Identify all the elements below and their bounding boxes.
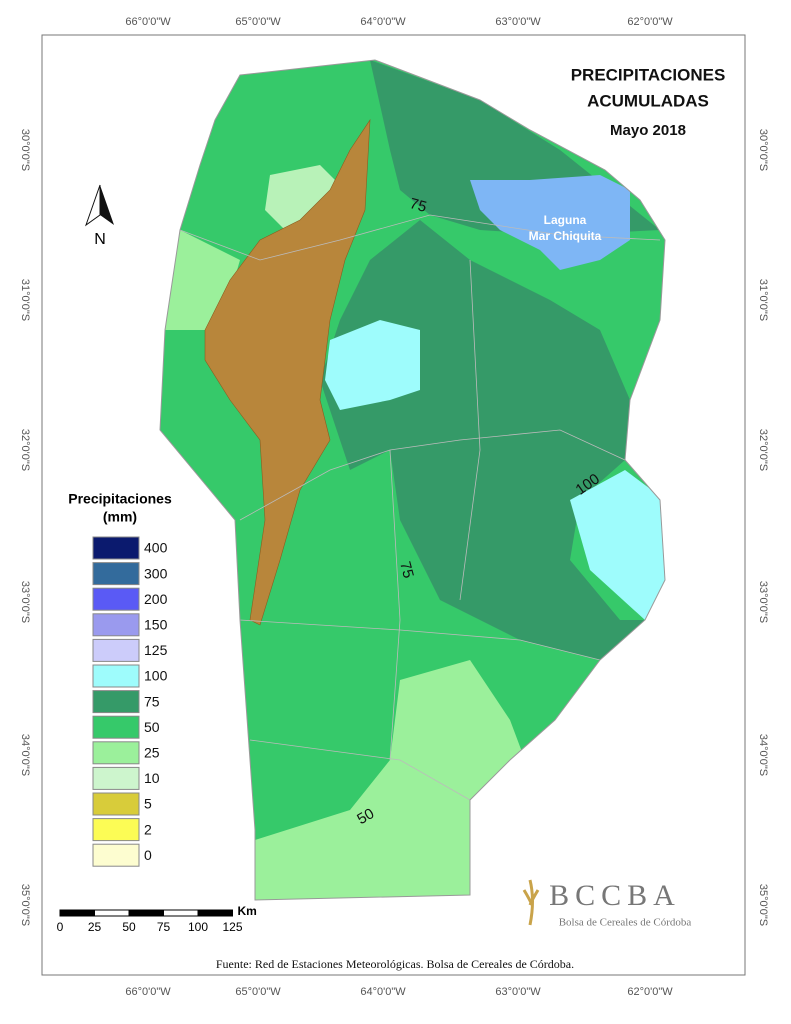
legend-swatch — [92, 741, 140, 765]
legend-label: 300 — [144, 565, 168, 581]
scale-label: 50 — [122, 920, 136, 934]
legend-label: 200 — [144, 591, 168, 607]
latitude-label: 34°0'0"S — [19, 734, 31, 776]
scale-bar: 0 25 50 75 100 125 Km — [57, 904, 257, 934]
legend-swatch — [92, 613, 140, 637]
latitude-label: 30°0'0"S — [757, 129, 769, 171]
longitude-label: 65°0'0"W — [235, 986, 281, 998]
latitude-label: 31°0'0"S — [757, 279, 769, 321]
longitude-label: 65°0'0"W — [235, 16, 281, 28]
latitude-label: 31°0'0"S — [19, 279, 31, 321]
scale-label: 75 — [157, 920, 171, 934]
contour-label: 50 — [354, 805, 377, 828]
legend-label: 100 — [144, 668, 168, 684]
legend-swatch — [92, 792, 140, 816]
legend-swatch — [92, 818, 140, 842]
legend-swatch — [92, 843, 140, 867]
longitude-label: 66°0'0"W — [125, 16, 171, 28]
legend-label: 125 — [144, 642, 168, 658]
scale-segment — [197, 909, 233, 917]
logo-name: BCCBA — [549, 879, 681, 912]
logo-subtitle: Bolsa de Cereales de Córdoba — [559, 917, 692, 929]
latitude-label: 32°0'0"S — [757, 429, 769, 471]
legend-label: 5 — [144, 796, 152, 812]
legend-swatch — [92, 536, 140, 560]
latitude-label: 35°0'0"S — [757, 884, 769, 926]
legend-swatch — [92, 715, 140, 739]
legend-label: 400 — [144, 540, 168, 556]
legend-label: 75 — [144, 693, 160, 709]
logo-icon — [522, 879, 540, 926]
contour-label: 75 — [396, 560, 417, 581]
scale-segment — [94, 909, 130, 917]
latitude-label: 33°0'0"S — [19, 581, 31, 623]
legend-title: Precipitaciones — [68, 491, 172, 507]
province-outline — [159, 59, 666, 901]
legend-label: 25 — [144, 745, 160, 761]
longitude-label: 63°0'0"W — [495, 16, 541, 28]
legend-swatch — [92, 562, 140, 586]
legend-swatch — [92, 766, 140, 790]
longitude-label: 64°0'0"W — [360, 16, 406, 28]
legend-label: 2 — [144, 821, 152, 837]
legend-label: 0 — [144, 847, 152, 863]
latitude-label: 32°0'0"S — [19, 429, 31, 471]
scale-unit: Km — [238, 904, 257, 918]
graticule-labels: 66°0'0"W 66°0'0"W 65°0'0"W 65°0'0"W 64°0'0"W… — [19, 16, 769, 998]
latitude-label: 35°0'0"S — [19, 884, 31, 926]
legend-label: 50 — [144, 719, 160, 735]
longitude-label: 66°0'0"W — [125, 986, 171, 998]
map-title: PRECIPITACIONES — [571, 65, 726, 84]
contour-label: 75 — [408, 195, 429, 216]
scale-label: 0 — [57, 920, 64, 934]
legend-label: 10 — [144, 770, 160, 786]
scale-label: 100 — [188, 920, 208, 934]
legend-swatch — [92, 664, 140, 688]
legend-title: (mm) — [103, 509, 137, 525]
legend-swatch — [92, 638, 140, 662]
map-subtitle: Mayo 2018 — [610, 122, 686, 139]
longitude-label: 63°0'0"W — [495, 986, 541, 998]
scale-segment — [163, 909, 199, 917]
legend-swatch — [92, 587, 140, 611]
latitude-label: 30°0'0"S — [19, 129, 31, 171]
longitude-label: 64°0'0"W — [360, 986, 406, 998]
latitude-label: 34°0'0"S — [757, 734, 769, 776]
longitude-label: 62°0'0"W — [627, 986, 673, 998]
source-note: Fuente: Red de Estaciones Meteorológicas… — [216, 957, 574, 971]
legend-swatch — [92, 690, 140, 714]
scale-label: 125 — [222, 920, 242, 934]
map-title: ACUMULADAS — [587, 91, 709, 110]
latitude-label: 33°0'0"S — [757, 581, 769, 623]
scale-segment — [59, 909, 95, 917]
legend-label: 150 — [144, 617, 168, 633]
legend: 400 300 200 150 125 100 75 50 25 10 5 2 0 — [92, 536, 168, 867]
longitude-label: 62°0'0"W — [627, 16, 673, 28]
lake-label: Laguna — [544, 213, 587, 227]
lake-label: Mar Chiquita — [529, 229, 602, 243]
north-arrow — [100, 185, 114, 225]
scale-label: 25 — [88, 920, 102, 934]
north-label: N — [94, 231, 106, 248]
scale-segment — [128, 909, 164, 917]
